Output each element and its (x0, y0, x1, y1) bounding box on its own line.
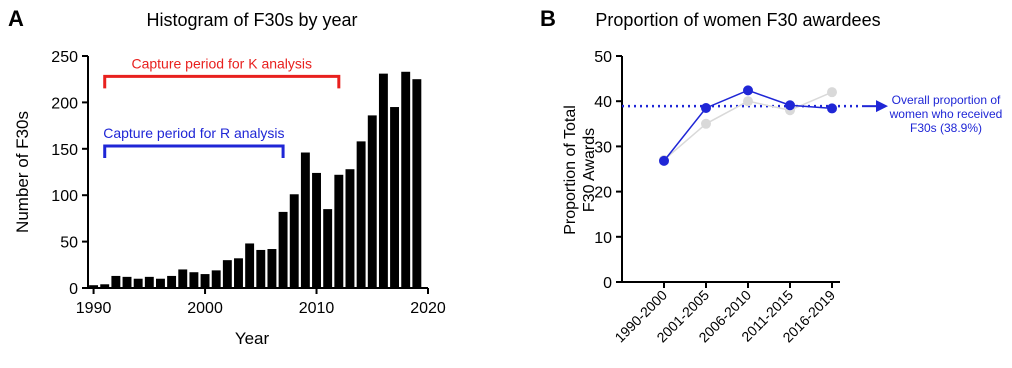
bar-2014 (356, 141, 366, 288)
capture-label-0: Capture period for K analysis (131, 55, 312, 71)
y-tick-label-a-150: 150 (51, 142, 78, 159)
bar-2008 (289, 194, 299, 288)
y-axis-label-b-line-2: F30 Awards (581, 128, 598, 212)
y-tick-label-a-200: 200 (51, 95, 78, 112)
bar-2013 (345, 169, 355, 288)
bar-2002 (222, 260, 232, 288)
series-0-point-1 (701, 118, 711, 129)
bar-1990 (89, 285, 99, 288)
axes-a: 0 50 100 150 200 250 1990 2000 2010 2020 (51, 49, 446, 317)
capture-label-1: Capture period for R analysis (103, 125, 284, 141)
series-1-point-0 (659, 155, 669, 166)
y-axis-label-b-line-1: Proportion of Total (562, 105, 579, 235)
y-tick-label-a-0: 0 (69, 281, 78, 298)
reference-label-line-3: F30s (38.9%) (910, 121, 982, 135)
series-0-point-4 (827, 87, 837, 98)
bar-1994 (133, 278, 143, 288)
chart-title-b: Proportion of women F30 awardees (595, 10, 880, 30)
panel-a: A Histogram of F30s by year Capture peri… (8, 6, 446, 348)
y-tick-label-b-20: 20 (594, 185, 612, 202)
reference-label-line-1: Overall proportion of (892, 93, 1001, 107)
bar-1991 (100, 284, 110, 288)
bar-2018 (401, 71, 411, 288)
bar-1998 (178, 269, 188, 288)
y-tick-label-b-40: 40 (594, 94, 612, 111)
y-tick-label-b-30: 30 (594, 139, 612, 156)
capture-bracket-0 (103, 74, 341, 89)
x-tick-label-a-2000: 2000 (187, 300, 223, 317)
series-group (659, 85, 837, 166)
bar-2007 (278, 211, 288, 288)
bar-1997 (167, 275, 177, 288)
bar-2017 (390, 107, 400, 288)
y-tick-label-b-10: 10 (594, 230, 612, 247)
y-tick-label-a-100: 100 (51, 188, 78, 205)
bar-2004 (245, 243, 255, 288)
bar-2000 (200, 274, 210, 288)
y-axis-label-b: Proportion of Total F30 Awards (562, 105, 598, 235)
axes-b: 010203040501990-20002001-20052006-201020… (594, 49, 840, 345)
series-0-point-2 (743, 96, 753, 107)
bars-group (89, 71, 422, 289)
chart-title-a: Histogram of F30s by year (146, 10, 357, 30)
x-axis-label-a: Year (235, 329, 270, 348)
bar-2010 (312, 172, 321, 288)
bar-2006 (267, 249, 277, 288)
bar-2012 (334, 174, 344, 288)
series-1-point-4 (827, 103, 837, 114)
y-tick-label-a-50: 50 (60, 235, 78, 252)
series-1-point-3 (785, 100, 795, 111)
bar-1996 (156, 278, 165, 288)
bar-1999 (189, 272, 199, 288)
y-tick-label-b-0: 0 (603, 275, 612, 292)
capture-bracket-1 (103, 144, 285, 159)
y-tick-label-b-50: 50 (594, 49, 612, 66)
bar-1992 (111, 275, 121, 288)
bar-1993 (122, 276, 132, 288)
series-1-point-1 (701, 102, 711, 113)
y-tick-label-a-250: 250 (51, 49, 78, 66)
x-tick-label-a-2020: 2020 (410, 300, 446, 317)
annotations-group: Capture period for K analysis Capture per… (103, 55, 341, 159)
reference-label-line-2: women who received (889, 107, 1003, 121)
bar-2001 (211, 270, 221, 288)
panel-label-a: A (8, 6, 24, 31)
bar-2009 (300, 152, 310, 288)
x-tick-label-a-2010: 2010 (299, 300, 335, 317)
bar-2003 (234, 258, 243, 288)
bar-2005 (256, 249, 266, 288)
panel-label-b: B (540, 6, 556, 31)
bar-2019 (412, 79, 422, 288)
bar-2016 (378, 73, 388, 289)
bar-1995 (144, 276, 154, 288)
y-axis-label-a: Number of F30s (13, 111, 32, 233)
panel-b: B Proportion of women F30 awardees 0 10 20… (540, 6, 1002, 345)
bar-2015 (367, 115, 377, 288)
reference-arrow-head (876, 100, 888, 113)
bar-2011 (323, 209, 333, 288)
x-tick-label-a-1990: 1990 (76, 300, 112, 317)
series-1-point-2 (743, 85, 753, 96)
